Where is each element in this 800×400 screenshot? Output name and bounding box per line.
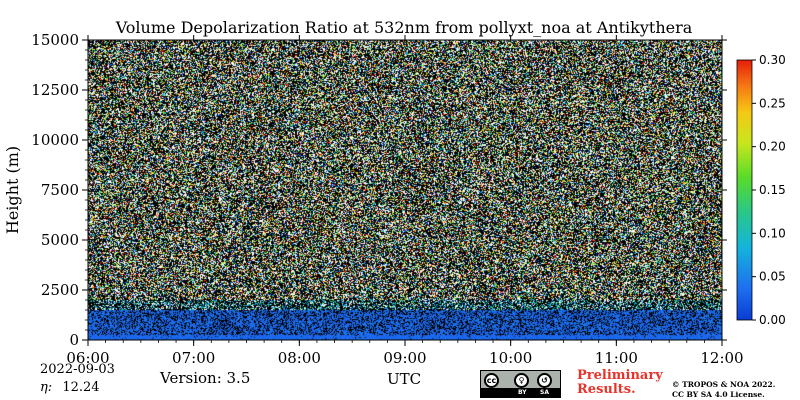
y-axis: 0 2500 5000 7500 10000 12500 15000 — [31, 31, 727, 349]
date-label: 2022-09-03 — [40, 362, 115, 377]
y-tick-label: 7500 — [41, 181, 79, 199]
y-tick-label: 2500 — [41, 281, 79, 299]
x-tick-label: 08:00 — [278, 349, 321, 367]
colorbar-axis: 0.00 0.05 0.10 0.15 0.20 0.25 0.30 — [752, 53, 786, 327]
eta-value: 12.24 — [62, 380, 100, 395]
colorbar-tick-label: 0.30 — [759, 53, 786, 67]
cc-strip — [481, 388, 560, 397]
y-tick-label: 0 — [69, 331, 79, 349]
chart-title: Volume Depolarization Ratio at 532nm fro… — [115, 18, 693, 37]
colorbar-tick-label: 0.05 — [759, 270, 786, 284]
x-axis-label: UTC — [387, 370, 421, 388]
cc-icon: cc — [484, 373, 499, 388]
x-tick-label: 09:00 — [383, 349, 426, 367]
depolarization-heatmap — [88, 40, 722, 340]
y-tick-label: 12500 — [31, 81, 79, 99]
version-label: Version: 3.5 — [160, 369, 251, 387]
preliminary-line1: Preliminary — [577, 368, 663, 383]
person-icon: ♀ — [514, 373, 529, 388]
preliminary-line2: Results. — [577, 382, 636, 397]
colorbar-tick-label: 0.20 — [759, 140, 786, 154]
y-tick-label: 10000 — [31, 131, 79, 149]
copyright-line2: CC BY SA 4.0 License. — [672, 390, 765, 399]
colorbar-tick-label: 0.00 — [759, 313, 786, 327]
colorbar — [736, 59, 753, 321]
colorbar-tick-label: 0.10 — [759, 226, 786, 240]
x-tick-label: 11:00 — [595, 349, 638, 367]
plot-area — [87, 39, 723, 341]
preliminary-note: Preliminary Results. — [577, 369, 663, 397]
colorbar-tick-label: 0.15 — [759, 183, 786, 197]
cc-license-badge: cc ♀ ↺ BY SA — [480, 370, 561, 398]
x-tick-label: 07:00 — [172, 349, 215, 367]
x-tick-label: 10:00 — [489, 349, 532, 367]
y-tick-label: 5000 — [41, 231, 79, 249]
x-axis: 06:00 07:00 08:00 09:00 10:00 11:00 12:00 — [66, 35, 744, 367]
cc-sa-label: SA — [540, 389, 549, 396]
copyright-line1: © TROPOS & NOA 2022. — [672, 380, 776, 389]
y-axis-label: Height (m) — [3, 146, 22, 234]
eta-row: η: 12.24 — [40, 380, 100, 395]
x-tick-label: 12:00 — [700, 349, 743, 367]
eta-symbol: η: — [40, 380, 53, 395]
colorbar-tick-label: 0.25 — [759, 96, 786, 110]
copyright-note: © TROPOS & NOA 2022. CC BY SA 4.0 Licens… — [672, 380, 775, 400]
x-tick-label: 06:00 — [66, 349, 109, 367]
y-tick-label: 15000 — [31, 31, 79, 49]
share-alike-icon: ↺ — [537, 373, 552, 388]
cc-by-label: BY — [518, 389, 527, 396]
